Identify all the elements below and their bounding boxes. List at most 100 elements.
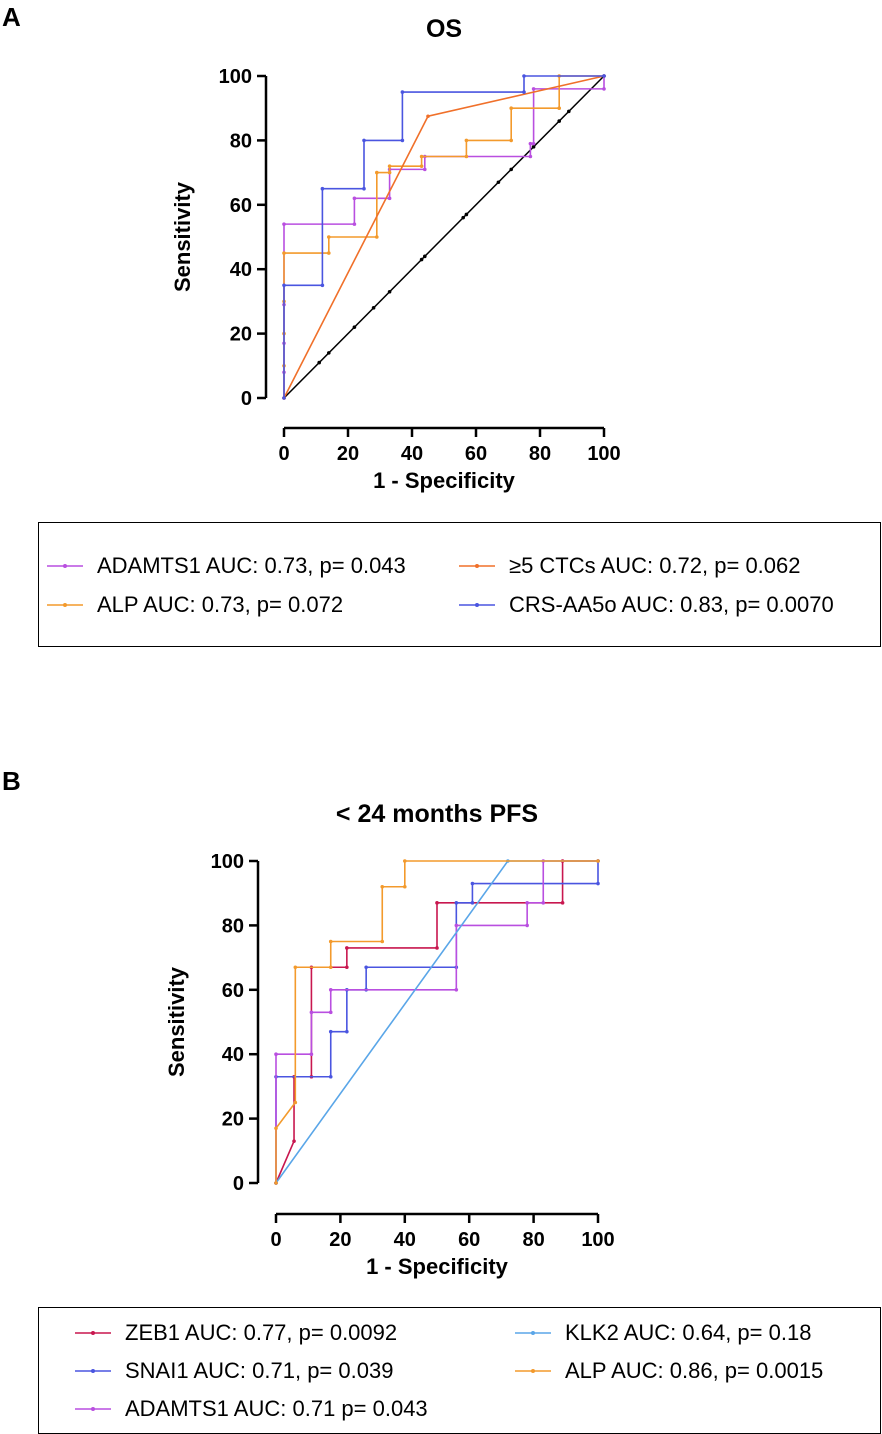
data-point (328, 965, 333, 970)
roc-chart-pfs: < 24 months PFS 0 20 40 60 80 100 Sensitivity 0 2… (164, 800, 615, 1279)
data-point (528, 154, 533, 159)
data-point (454, 988, 459, 992)
data-point (274, 1126, 278, 1131)
data-point (596, 859, 600, 863)
legend-label: ALP AUC: 0.86, p= 0.0015 (565, 1358, 824, 1383)
reference-point (531, 145, 536, 149)
x-tick-label: 100 (581, 1229, 614, 1251)
data-point (403, 884, 407, 889)
data-point (327, 235, 331, 239)
legend-swatch-icon (75, 1331, 111, 1335)
data-point (293, 965, 298, 970)
reference-point (352, 325, 357, 329)
reference-point (461, 215, 466, 220)
reference-point (419, 257, 424, 262)
legend-swatch-icon (459, 603, 495, 607)
data-point (362, 138, 366, 143)
data-point (528, 141, 533, 146)
series-line-snai1 (275, 861, 599, 1183)
data-point (362, 186, 366, 191)
data-point (454, 901, 459, 905)
data-point (328, 939, 333, 944)
y-axis-label: Sensitivity (164, 966, 189, 1077)
legend-swatch-icon (47, 603, 83, 607)
data-point (531, 141, 536, 146)
reference-point (496, 180, 501, 185)
x-axis-label: 1 - Specificity (373, 468, 516, 493)
data-point (375, 235, 379, 239)
data-point (435, 901, 439, 905)
reference-point (567, 109, 571, 114)
data-point (419, 164, 424, 168)
legend-item-klk2: KLK2 AUC: 0.64, p= 0.18 (515, 1320, 811, 1346)
reference-point (423, 254, 427, 259)
data-point (327, 251, 331, 255)
data-point (454, 923, 459, 928)
data-point (400, 90, 405, 94)
data-point (387, 170, 392, 175)
data-point (282, 283, 286, 288)
legend-swatch-icon (459, 564, 495, 568)
data-point (400, 138, 405, 143)
data-point (387, 164, 392, 168)
legend-swatch-icon (515, 1331, 551, 1335)
data-point (470, 881, 475, 886)
data-point (426, 114, 430, 119)
legend-item-crs-aa5o: CRS-AA5o AUC: 0.83, p= 0.0070 (459, 592, 834, 618)
panel-letter-a: A (2, 2, 21, 32)
data-point (380, 939, 385, 944)
legend-item-alp: ALP AUC: 0.86, p= 0.0015 (515, 1358, 823, 1384)
legend-label: SNAI1 AUC: 0.71, p= 0.039 (125, 1358, 394, 1383)
legend-item-snai1: SNAI1 AUC: 0.71, p= 0.039 (75, 1358, 393, 1384)
reference-line (283, 75, 605, 399)
data-point (282, 396, 286, 400)
y-tick-label: 40 (222, 1044, 244, 1066)
data-point (328, 1074, 333, 1079)
legend-pfs: ZEB1 AUC: 0.77, p= 0.0092 SNAI1 AUC: 0.7… (38, 1307, 881, 1434)
data-point (309, 1010, 314, 1015)
legend-os: ADAMTS1 AUC: 0.73, p= 0.043 ALP AUC: 0.7… (38, 522, 881, 647)
reference-point (557, 119, 561, 123)
data-point (320, 283, 325, 288)
legend-item-adamts1: ADAMTS1 AUC: 0.73, p= 0.043 (47, 553, 406, 579)
data-point (328, 1029, 333, 1034)
legend-label: ≥5 CTCs AUC: 0.72, p= 0.062 (509, 553, 801, 578)
data-point (509, 106, 513, 110)
data-point (375, 170, 379, 175)
roc-chart-os: OS 0 20 40 60 80 100 Sensitivity 0 20 40 60 80 100 1 -… (170, 15, 621, 493)
data-point (423, 167, 427, 172)
chart-title: < 24 months PFS (336, 800, 538, 828)
reference-point (327, 351, 331, 355)
legend-label: ALP AUC: 0.73, p= 0.072 (97, 592, 344, 617)
x-tick-label: 40 (401, 443, 423, 465)
legend-label: CRS-AA5o AUC: 0.83, p= 0.0070 (509, 592, 834, 617)
reference-point (464, 212, 469, 217)
data-point (309, 1052, 314, 1056)
y-tick-label: 100 (211, 851, 244, 873)
legend-swatch-icon (47, 564, 83, 568)
data-point (470, 901, 475, 905)
data-point (345, 1029, 349, 1034)
legend-label: ADAMTS1 AUC: 0.73, p= 0.043 (97, 553, 406, 578)
legend-item-adamts1: ADAMTS1 AUC: 0.71 p= 0.043 (75, 1396, 428, 1422)
legend-item-zeb1: ZEB1 AUC: 0.77, p= 0.0092 (75, 1320, 397, 1346)
data-point (292, 1139, 296, 1143)
data-point (387, 196, 392, 201)
data-point (509, 138, 513, 143)
reference-point (371, 306, 376, 310)
legend-swatch-icon (515, 1369, 551, 1373)
data-point (419, 154, 424, 159)
x-tick-label: 80 (529, 443, 551, 465)
data-point (274, 1181, 278, 1185)
data-point (293, 1100, 298, 1105)
legend-swatch-icon (75, 1369, 111, 1373)
reference-point (509, 167, 513, 172)
x-tick-label: 80 (522, 1229, 544, 1251)
data-point (602, 74, 606, 78)
legend-label: ADAMTS1 AUC: 0.71 p= 0.043 (125, 1396, 428, 1421)
chart-title: OS (426, 15, 462, 43)
data-point (352, 222, 357, 226)
data-point (364, 965, 368, 970)
data-point (464, 138, 469, 143)
reference-point (387, 289, 392, 294)
